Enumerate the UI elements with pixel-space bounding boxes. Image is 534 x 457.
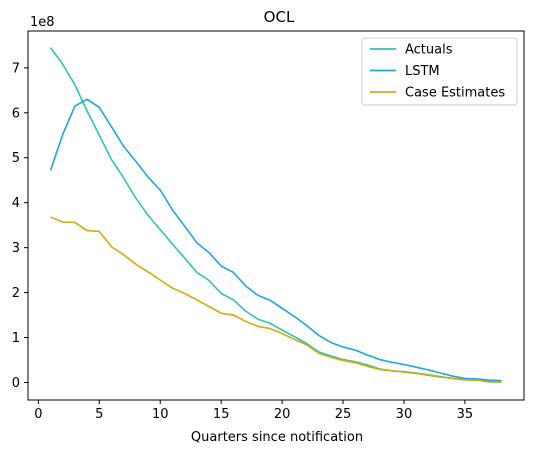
x-tick-label: 30 xyxy=(396,407,413,422)
y-tick-label: 5 xyxy=(12,151,20,166)
y-tick-label: 1 xyxy=(12,331,20,346)
y-tick-label: 2 xyxy=(12,286,20,301)
series-line-1 xyxy=(49,98,502,382)
x-tick-label: 35 xyxy=(457,407,474,422)
legend: Actuals LSTM Case Estimates xyxy=(361,37,518,106)
x-tick-label: 5 xyxy=(95,407,103,422)
x-tick-label: 15 xyxy=(213,407,230,422)
x-tick-label: 0 xyxy=(34,407,42,422)
legend-label-2: Case Estimates xyxy=(405,86,505,101)
plot-frame xyxy=(27,30,525,401)
y-tick-label: 7 xyxy=(12,61,20,76)
x-tick-label: 25 xyxy=(335,407,352,422)
legend-label-1: LSTM xyxy=(405,64,440,79)
chart-title: OCL xyxy=(264,8,295,26)
legend-label-0: Actuals xyxy=(405,43,453,58)
y-tick-label: 4 xyxy=(12,196,20,211)
x-tick-label: 10 xyxy=(152,407,169,422)
y-axis-offset-label: 1e8 xyxy=(30,15,55,30)
series-line-2 xyxy=(50,216,502,383)
x-axis: 0 5 10 15 20 25 30 35 xyxy=(34,400,473,422)
y-tick-label: 0 xyxy=(12,376,20,391)
series-layer xyxy=(49,47,502,383)
y-axis: 0 1 2 3 4 5 6 7 xyxy=(12,61,28,391)
y-tick-label: 6 xyxy=(12,106,20,121)
x-axis-label: Quarters since notification xyxy=(191,430,363,445)
legend-box xyxy=(361,37,518,106)
x-tick-label: 20 xyxy=(274,407,291,422)
y-tick-label: 3 xyxy=(12,241,20,256)
